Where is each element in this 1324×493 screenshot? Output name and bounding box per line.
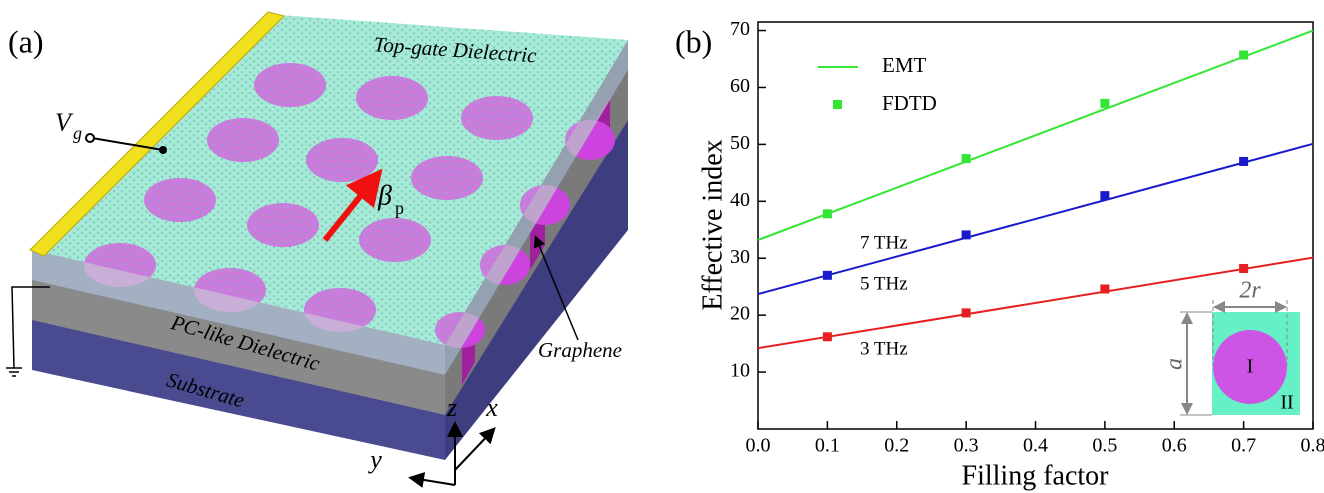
data-point xyxy=(823,271,832,280)
data-point xyxy=(962,230,971,239)
sheet-label: Graphene xyxy=(538,338,622,362)
contact-dot xyxy=(159,146,167,154)
inset-label: II xyxy=(1280,392,1293,414)
x-tick-label: 0.7 xyxy=(1231,435,1256,457)
legend-marker xyxy=(833,100,842,109)
data-point xyxy=(1100,284,1109,293)
data-point xyxy=(962,154,971,163)
terminal xyxy=(86,134,94,142)
y-axis-title: Effective index xyxy=(697,139,728,310)
data-point xyxy=(823,209,832,218)
x-tick-label: 0.3 xyxy=(954,435,979,457)
x-tick-label: 0.0 xyxy=(746,435,771,457)
data-point xyxy=(1239,157,1248,166)
axis-label: y xyxy=(367,445,382,474)
series-label: 5 THz xyxy=(860,273,908,294)
y-tick-label: 70 xyxy=(730,18,750,40)
data-point xyxy=(1239,51,1248,60)
x-tick-label: 0.4 xyxy=(1023,435,1048,457)
data-point xyxy=(1100,191,1109,200)
device-diagram: (a) Top-gate Dielectric PC-like Dielectr… xyxy=(6,12,628,485)
series-label: 3 THz xyxy=(860,338,908,359)
inset: 2r a I II xyxy=(1162,278,1301,416)
inset-label: 2r xyxy=(1239,278,1261,304)
y-tick-label: 60 xyxy=(730,75,750,97)
axis-y-arrow xyxy=(412,478,455,485)
figure: (a) Top-gate Dielectric PC-like Dielectr… xyxy=(0,0,1324,493)
fit-line xyxy=(758,31,1313,240)
y-tick-label: 30 xyxy=(730,246,750,268)
series-label: 7 THz xyxy=(860,232,908,253)
data-point xyxy=(1100,99,1109,108)
data-point xyxy=(823,332,832,341)
axis-label: z xyxy=(446,393,457,422)
wave-symbol: β xyxy=(377,180,392,211)
panel-label: (b) xyxy=(675,23,712,59)
inset-label: a xyxy=(1162,358,1188,370)
data-point xyxy=(962,308,971,317)
x-tick-label: 0.8 xyxy=(1301,435,1324,457)
x-tick-label: 0.6 xyxy=(1162,435,1187,457)
axis-label: x xyxy=(485,393,498,422)
data-point xyxy=(1239,264,1248,273)
panel-label: (a) xyxy=(8,23,44,59)
x-tick-label: 0.2 xyxy=(884,435,909,457)
legend-label: EMT xyxy=(882,53,927,77)
inset-label: I xyxy=(1247,356,1254,378)
y-tick-label: 40 xyxy=(730,189,750,211)
gate-subscript: g xyxy=(73,123,82,143)
y-tick-label: 50 xyxy=(730,132,750,154)
x-tick-label: 0.1 xyxy=(815,435,840,457)
y-tick-label: 10 xyxy=(730,360,750,382)
wave-subscript: p xyxy=(395,198,404,218)
legend-label: FDTD xyxy=(882,91,937,115)
x-axis-title: Filling factor xyxy=(962,460,1110,491)
page: (a) Top-gate Dielectric PC-like Dielectr… xyxy=(0,0,1324,493)
y-tick-label: 20 xyxy=(730,303,750,325)
gate-symbol: V xyxy=(55,108,74,137)
x-tick-label: 0.5 xyxy=(1092,435,1117,457)
